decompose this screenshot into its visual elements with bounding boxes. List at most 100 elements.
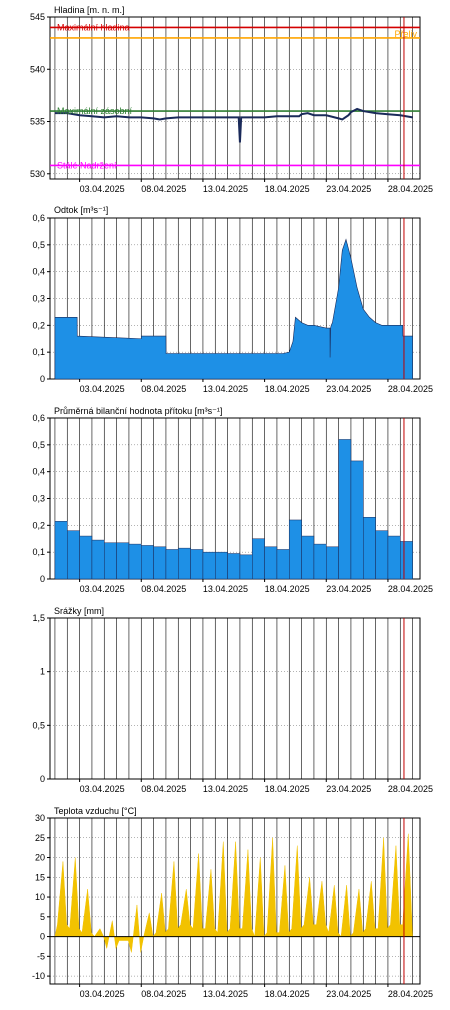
chart-title: Srážky [mm] <box>54 606 104 616</box>
x-tick-label: 23.04.2025 <box>326 784 371 794</box>
bar <box>375 530 389 580</box>
bar <box>178 547 191 580</box>
bar <box>326 546 339 580</box>
x-tick-label: 18.04.2025 <box>265 184 310 194</box>
bar <box>141 545 154 580</box>
bar <box>104 542 117 580</box>
chart-title: Teplota vzduchu [°C] <box>54 806 137 816</box>
x-tick-label: 08.04.2025 <box>141 584 186 594</box>
bar <box>202 551 216 580</box>
x-tick-label: 23.04.2025 <box>326 584 371 594</box>
x-tick-label: 08.04.2025 <box>141 989 186 999</box>
bar <box>116 542 130 580</box>
bar <box>400 541 413 580</box>
series-line <box>54 107 413 143</box>
chart-panel-0 <box>47 16 421 182</box>
bar <box>91 539 105 580</box>
reference-label: Stálé Nadržení <box>57 160 117 170</box>
x-tick-label: 13.04.2025 <box>203 784 248 794</box>
y-tick-label: 0,2 <box>32 320 45 330</box>
y-tick-label: 5 <box>40 912 45 922</box>
chart-panel-3 <box>47 617 421 782</box>
x-tick-label: 03.04.2025 <box>80 784 125 794</box>
y-tick-label: 1,5 <box>32 613 45 623</box>
reference-label: Maximální hladina <box>57 22 130 32</box>
x-tick-label: 03.04.2025 <box>80 584 125 594</box>
bar <box>350 460 364 580</box>
y-tick-label: 540 <box>30 64 45 74</box>
bar <box>252 538 265 580</box>
chart-title: Průměrná bilanční hodnota přítoku [m³s⁻¹… <box>54 406 222 416</box>
x-tick-label: 03.04.2025 <box>80 184 125 194</box>
y-tick-label: 10 <box>35 892 45 902</box>
bar <box>165 549 179 580</box>
bar <box>276 549 290 580</box>
y-tick-label: -10 <box>32 971 45 981</box>
y-tick-label: 545 <box>30 12 45 22</box>
bar <box>67 530 80 580</box>
bar <box>190 549 204 580</box>
x-tick-label: 28.04.2025 <box>388 384 433 394</box>
y-tick-label: 0,1 <box>32 347 45 357</box>
y-tick-label: 1 <box>40 667 45 677</box>
temperature-area <box>54 833 413 953</box>
x-tick-label: 28.04.2025 <box>388 184 433 194</box>
bar <box>153 546 167 580</box>
y-tick-label: 0,6 <box>32 213 45 223</box>
y-tick-label: 0 <box>40 574 45 584</box>
y-tick-label: 0,5 <box>32 440 45 450</box>
chart-title: Hladina [m. n. m.] <box>54 5 125 15</box>
y-tick-label: 0,5 <box>32 720 45 730</box>
y-tick-label: 0,3 <box>32 494 45 504</box>
y-tick-label: 15 <box>35 872 45 882</box>
x-tick-label: 23.04.2025 <box>326 989 371 999</box>
chart-panel-1 <box>47 217 421 382</box>
x-tick-label: 13.04.2025 <box>203 384 248 394</box>
x-tick-label: 03.04.2025 <box>80 384 125 394</box>
bar <box>215 551 228 580</box>
chart-title: Odtok [m³s⁻¹] <box>54 205 108 215</box>
x-tick-label: 18.04.2025 <box>265 989 310 999</box>
bar <box>363 517 376 580</box>
x-tick-label: 08.04.2025 <box>141 784 186 794</box>
bar <box>79 535 93 580</box>
y-tick-label: 0,4 <box>32 467 45 477</box>
plot-frame <box>49 16 421 180</box>
x-tick-label: 23.04.2025 <box>326 184 371 194</box>
chart-panel-4 <box>47 817 421 987</box>
y-tick-label: 535 <box>30 117 45 127</box>
x-tick-label: 18.04.2025 <box>265 584 310 594</box>
bar <box>239 554 253 580</box>
y-tick-label: -5 <box>37 951 45 961</box>
bar <box>128 543 142 580</box>
y-tick-label: 0,5 <box>32 240 45 250</box>
series-area <box>54 238 413 380</box>
x-tick-label: 13.04.2025 <box>203 584 248 594</box>
y-tick-label: 530 <box>30 169 45 179</box>
bar <box>301 535 315 580</box>
bar <box>338 439 352 580</box>
x-tick-label: 28.04.2025 <box>388 784 433 794</box>
y-tick-label: 20 <box>35 853 45 863</box>
y-tick-label: 0,3 <box>32 294 45 304</box>
y-tick-label: 0,1 <box>32 547 45 557</box>
y-tick-label: 0 <box>40 774 45 784</box>
y-tick-label: 0 <box>40 374 45 384</box>
plot-frame <box>49 617 421 780</box>
y-tick-label: 0,6 <box>32 413 45 423</box>
x-tick-label: 28.04.2025 <box>388 584 433 594</box>
x-tick-label: 13.04.2025 <box>203 989 248 999</box>
x-tick-label: 28.04.2025 <box>388 989 433 999</box>
x-tick-label: 23.04.2025 <box>326 384 371 394</box>
reference-label: Maximální zásobní <box>57 106 133 116</box>
bar <box>387 535 401 580</box>
x-tick-label: 03.04.2025 <box>80 989 125 999</box>
y-tick-label: 25 <box>35 833 45 843</box>
x-tick-label: 18.04.2025 <box>265 784 310 794</box>
x-tick-label: 08.04.2025 <box>141 384 186 394</box>
chart-panel-2 <box>47 417 421 582</box>
y-tick-label: 0,4 <box>32 267 45 277</box>
bar <box>54 521 68 580</box>
bar <box>227 553 241 580</box>
